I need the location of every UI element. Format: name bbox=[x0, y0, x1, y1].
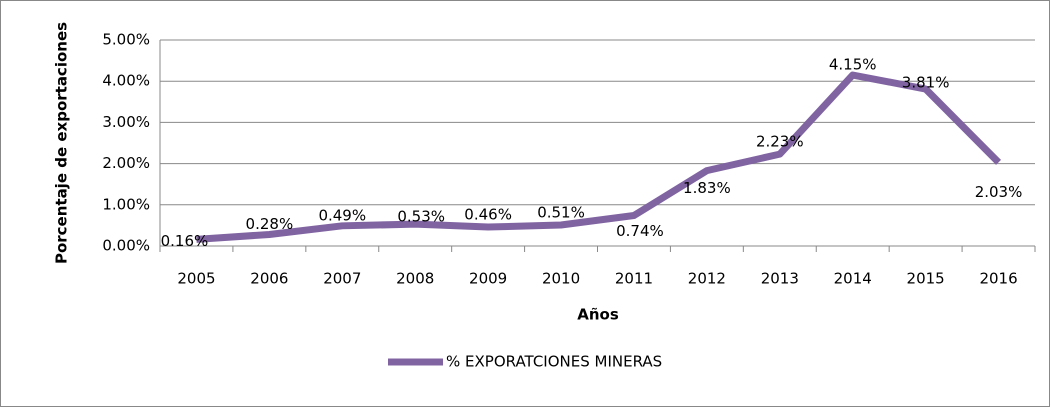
data-label: 0.53% bbox=[397, 208, 445, 226]
x-tick-label: 2007 bbox=[323, 270, 361, 288]
x-tick-label: 2010 bbox=[542, 270, 580, 288]
data-label: 0.49% bbox=[318, 206, 366, 224]
y-tick-label: 4.00% bbox=[102, 72, 150, 90]
data-label: 0.74% bbox=[616, 222, 664, 240]
y-tick-label: 2.00% bbox=[102, 154, 150, 172]
y-tick-label: 3.00% bbox=[102, 113, 150, 131]
data-label: 0.46% bbox=[464, 206, 512, 224]
x-tick-label: 2011 bbox=[615, 270, 653, 288]
y-tick-label: 0.00% bbox=[102, 237, 150, 255]
x-tick-label: 2009 bbox=[469, 270, 507, 288]
data-label: 0.16% bbox=[161, 232, 209, 250]
x-tick-label: 2005 bbox=[177, 270, 215, 288]
x-tick-label: 2006 bbox=[250, 270, 288, 288]
y-tick-label: 5.00% bbox=[102, 31, 150, 49]
x-tick-label: 2013 bbox=[761, 270, 799, 288]
data-label: 0.28% bbox=[246, 215, 294, 233]
data-label: 0.51% bbox=[537, 203, 585, 221]
data-label: 2.23% bbox=[756, 133, 804, 151]
x-tick-label: 2012 bbox=[688, 270, 726, 288]
data-label: 4.15% bbox=[829, 56, 877, 74]
data-label: 3.81% bbox=[902, 74, 950, 92]
x-tick-label: 2014 bbox=[834, 270, 872, 288]
y-axis-title: Porcentaje de exportaciones bbox=[53, 22, 71, 264]
data-label: 1.83% bbox=[683, 179, 731, 197]
x-axis-title: Años bbox=[577, 306, 619, 324]
series-line bbox=[196, 71, 1002, 243]
y-tick-label: 1.00% bbox=[102, 195, 150, 213]
legend-label: % EXPORATCIONES MINERAS bbox=[446, 353, 662, 371]
x-tick-label: 2016 bbox=[979, 270, 1017, 288]
x-tick-label: 2015 bbox=[907, 270, 945, 288]
x-tick-label: 2008 bbox=[396, 270, 434, 288]
data-label: 2.03% bbox=[975, 183, 1023, 201]
